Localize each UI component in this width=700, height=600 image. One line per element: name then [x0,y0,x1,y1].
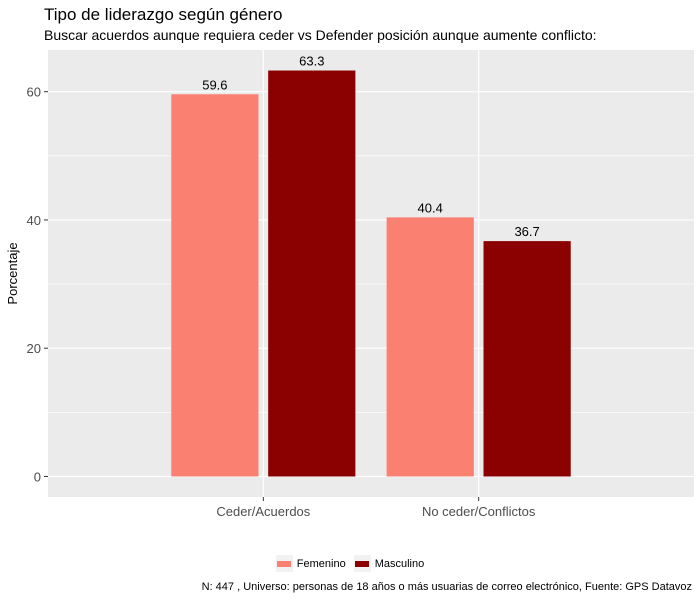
y-tick-label: 60 [27,85,41,100]
data-label-femenino-2: 40.4 [418,200,443,215]
chart-title: Tipo de liderazgo según género [44,5,283,24]
y-tick-label: 0 [34,469,41,484]
data-label-masculino-1: 63.3 [299,54,324,69]
legend-swatch-femenino [277,560,292,567]
legend: Femenino Masculino [0,555,700,572]
chart-subtitle: Buscar acuerdos aunque requiera ceder vs… [44,27,597,43]
chart-caption: N: 447 , Universo: personas de 18 años o… [201,581,692,593]
x-tick-label: Ceder/Acuerdos [216,504,310,519]
legend-label-masculino: Masculino [374,557,425,570]
bar-femenino-2 [386,217,474,477]
bar-femenino-1 [171,94,259,477]
legend-item-femenino: Femenino [275,555,346,572]
y-axis-title: Porcentaje [5,242,20,304]
y-tick-label: 20 [27,341,41,356]
legend-key-femenino [275,555,293,572]
plot-panel [48,50,694,497]
legend-label-femenino: Femenino [296,557,346,570]
legend-swatch-masculino [355,560,370,567]
y-tick-label: 40 [27,213,41,228]
legend-item-masculino: Masculino [353,555,425,572]
bar-masculino-1 [268,70,356,477]
legend-key-masculino [353,555,371,572]
x-tick-label: No ceder/Conflictos [422,504,536,519]
data-label-femenino-1: 59.6 [202,77,227,92]
data-label-masculino-2: 36.7 [514,224,539,239]
bar-masculino-2 [483,241,571,477]
